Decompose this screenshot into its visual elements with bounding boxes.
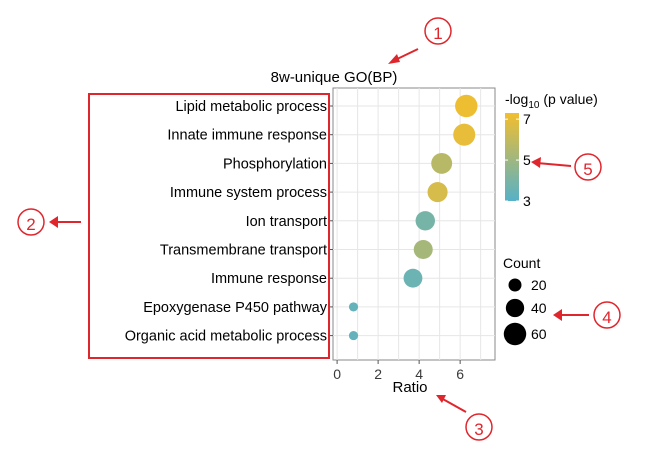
callout-2-circle: [17, 208, 45, 236]
color-legend-ticks: 7 5 3: [505, 111, 531, 209]
data-point: [455, 94, 478, 118]
callout-5-arrow: [536, 162, 572, 167]
callout-4-arrowhead: [553, 309, 562, 321]
callout-1: 1: [388, 17, 452, 64]
y-tick-label: Immune system process: [170, 185, 327, 201]
y-tick-label: Innate immune response: [167, 128, 327, 144]
size-legend-items: 20 40 60: [503, 277, 547, 346]
size-legend-label: 40: [531, 300, 547, 316]
x-axis-label: Ratio: [392, 379, 427, 396]
color-legend-title-subscript: 10: [528, 100, 540, 111]
color-legend-title-prefix: -log: [505, 91, 528, 107]
callout-2-arrowhead: [49, 216, 58, 228]
callout-4-label: 4: [602, 308, 611, 327]
y-tick-label: Organic acid metabolic process: [125, 329, 327, 345]
callout-4-circle: [593, 301, 621, 329]
color-legend-tick-label: 5: [523, 152, 531, 168]
callout-3-circle: [465, 413, 493, 441]
data-point: [403, 268, 423, 288]
y-axis-terms: Lipid metabolic process Innate immune res…: [125, 99, 333, 345]
y-tick-label: Lipid metabolic process: [175, 99, 327, 115]
size-legend: Count 20 40 60: [503, 255, 547, 346]
x-tick-label: 6: [456, 366, 464, 382]
color-legend: -log10 (p value) 7 5 3: [505, 91, 598, 209]
callout-3-label: 3: [474, 420, 483, 439]
x-tick-label: 2: [374, 366, 382, 382]
callout-2: 2: [17, 208, 81, 236]
callout-5: 5: [531, 153, 602, 181]
x-axis: 0 2 4 6: [333, 360, 464, 382]
callout-3-arrowhead: [436, 395, 446, 403]
callout-1-label: 1: [433, 24, 442, 43]
x-tick-label: 4: [415, 366, 423, 382]
size-legend-label: 20: [531, 277, 547, 293]
callout-5-circle: [574, 153, 602, 181]
y-tick-label: Immune response: [211, 271, 327, 287]
callout-1-arrowhead: [388, 54, 400, 64]
data-point: [431, 152, 453, 174]
data-point: [413, 239, 433, 260]
callout-3: 3: [436, 395, 493, 441]
size-legend-label: 60: [531, 326, 547, 342]
color-legend-title-suffix: (p value): [539, 91, 597, 107]
y-tick-label: Transmembrane transport: [160, 243, 327, 259]
callout-5-label: 5: [583, 160, 592, 179]
data-point: [427, 182, 448, 203]
callout-2-label: 2: [26, 215, 35, 234]
data-point: [453, 123, 476, 146]
callout-3-arrow: [440, 397, 467, 413]
size-legend-circle: [503, 322, 527, 346]
grid-lines: [333, 88, 495, 360]
callout-annotations: 1 2 3 4: [17, 17, 621, 441]
x-tick-label: 0: [333, 366, 341, 382]
highlight-box-terms: [88, 93, 330, 359]
data-points: [348, 94, 478, 341]
data-point: [348, 331, 359, 341]
callout-4: 4: [553, 301, 621, 329]
y-tick-label: Ion transport: [246, 214, 327, 230]
color-legend-tick-label: 7: [523, 111, 531, 127]
y-tick-label: Phosphorylation: [223, 156, 327, 172]
y-tick-label: Epoxygenase P450 pathway: [143, 300, 328, 316]
data-point: [415, 211, 436, 231]
size-legend-circle: [505, 298, 525, 318]
size-legend-circle: [508, 278, 522, 292]
size-legend-title: Count: [503, 255, 540, 271]
color-legend-bar: [505, 113, 519, 201]
color-legend-tick-label: 3: [523, 193, 531, 209]
callout-5-arrowhead: [531, 157, 541, 168]
callout-1-circle: [424, 17, 452, 45]
chart-title: 8w-unique GO(BP): [271, 69, 398, 86]
data-point: [348, 302, 359, 312]
color-legend-title: -log10 (p value): [505, 91, 598, 111]
